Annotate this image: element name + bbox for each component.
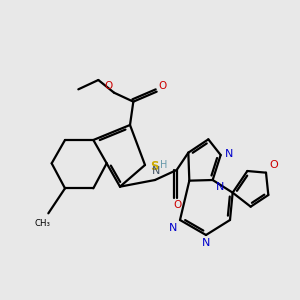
Text: N: N	[216, 182, 224, 192]
Text: CH₃: CH₃	[35, 219, 51, 228]
Text: N: N	[152, 166, 160, 176]
Text: N: N	[225, 149, 233, 159]
Text: O: O	[105, 81, 113, 91]
Text: H: H	[160, 160, 168, 170]
Text: O: O	[269, 160, 278, 170]
Text: N: N	[202, 238, 210, 248]
Text: N: N	[169, 223, 177, 233]
Text: O: O	[173, 200, 182, 210]
Text: S: S	[150, 160, 158, 173]
Text: O: O	[159, 81, 167, 91]
